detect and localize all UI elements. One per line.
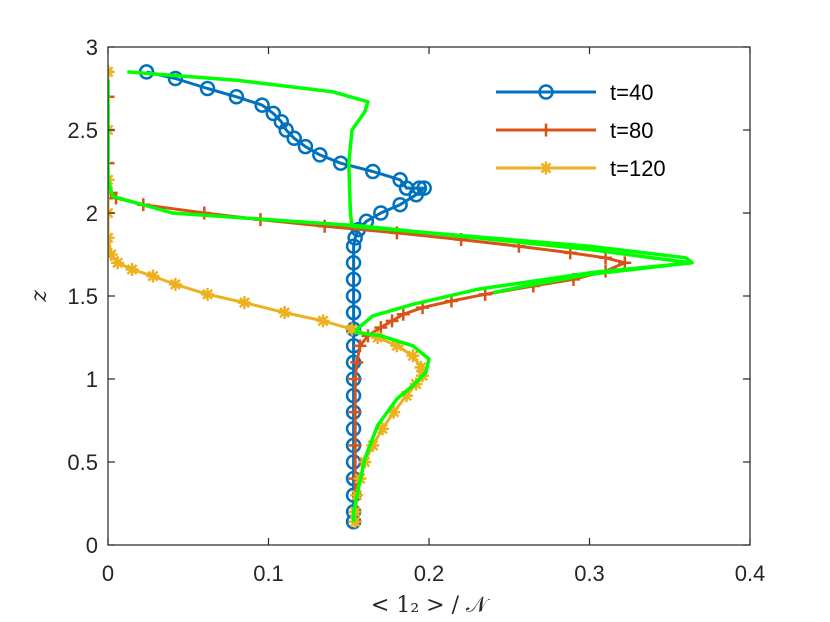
series-line	[127, 70, 694, 522]
data-point	[108, 90, 115, 104]
data-point	[345, 271, 362, 288]
data-point	[345, 387, 362, 404]
data-point	[286, 130, 302, 147]
data-point	[345, 304, 362, 321]
data-point	[365, 163, 381, 180]
x-tick-label: 0	[102, 561, 114, 586]
data-point	[125, 262, 139, 276]
data-point	[278, 306, 292, 320]
data-point	[146, 269, 160, 283]
legend-label: t=40	[610, 80, 653, 105]
data-point	[108, 173, 115, 187]
y-axis-label: z	[27, 290, 52, 303]
legend-item: t=80	[496, 118, 653, 143]
data-point	[396, 307, 410, 321]
x-axis-label: < 1₂ > / 𝒩	[371, 593, 490, 618]
data-point	[345, 322, 359, 336]
x-tick-label: 0.4	[735, 561, 766, 586]
data-point	[478, 287, 492, 301]
legend: t=40 t=80 t=120	[496, 80, 666, 181]
data-point	[373, 205, 389, 221]
data-point	[201, 287, 215, 301]
data-point	[108, 231, 115, 245]
data-point	[199, 80, 216, 97]
legend-label: t=120	[610, 156, 666, 181]
y-tick-label: 2	[86, 201, 98, 226]
data-point	[265, 105, 282, 122]
data-point	[385, 314, 399, 328]
series-t-40	[138, 64, 432, 530]
x-tick-label: 0.3	[574, 561, 605, 586]
legend-marker	[538, 84, 554, 100]
x-tick-label: 0.1	[253, 561, 284, 586]
legend-item: t=120	[496, 156, 666, 181]
data-point	[392, 196, 408, 213]
data-point	[618, 256, 632, 270]
legend-label: t=80	[610, 118, 653, 143]
data-point	[278, 122, 294, 138]
data-point	[254, 97, 270, 113]
data-point	[350, 355, 364, 369]
y-tick-label: 0	[86, 533, 98, 558]
data-point	[345, 255, 362, 271]
data-point	[353, 339, 367, 353]
series-line	[108, 80, 693, 295]
data-point	[273, 113, 290, 130]
data-point	[348, 405, 362, 419]
data-point	[108, 156, 115, 170]
data-point	[348, 438, 362, 452]
data-point	[316, 314, 330, 328]
data-point	[167, 70, 184, 87]
y-tick-label: 1	[86, 367, 98, 392]
series-green-4	[108, 80, 693, 295]
legend-marker	[539, 161, 553, 175]
series-green-3	[127, 70, 694, 522]
data-point	[374, 321, 388, 335]
y-tick-label: 2.5	[67, 118, 98, 143]
data-point	[168, 277, 182, 291]
data-point	[237, 296, 251, 310]
data-point	[197, 206, 211, 220]
y-tick-label: 3	[86, 35, 98, 60]
data-point	[406, 349, 420, 363]
data-point	[108, 65, 115, 79]
x-tick-label: 0.2	[414, 561, 445, 586]
y-tick-label: 0.5	[67, 450, 98, 475]
legend-item: t=40	[496, 80, 653, 105]
data-point	[312, 147, 328, 163]
data-point	[111, 256, 125, 270]
data-point	[348, 372, 362, 386]
data-point	[345, 288, 362, 304]
data-point	[228, 89, 245, 105]
legend-marker	[539, 123, 553, 137]
data-point	[297, 138, 314, 155]
axes: 0 0.1 0.2 0.3 0.4 0 0.5 1 1.5 2 2.5 3 < 1₂ > / 𝒩 z	[27, 35, 765, 618]
data-point	[599, 251, 613, 265]
data-point	[345, 238, 362, 254]
data-point	[347, 230, 363, 246]
y-tick-label: 1.5	[67, 284, 98, 309]
data-point	[408, 186, 424, 203]
data-point	[345, 421, 362, 437]
